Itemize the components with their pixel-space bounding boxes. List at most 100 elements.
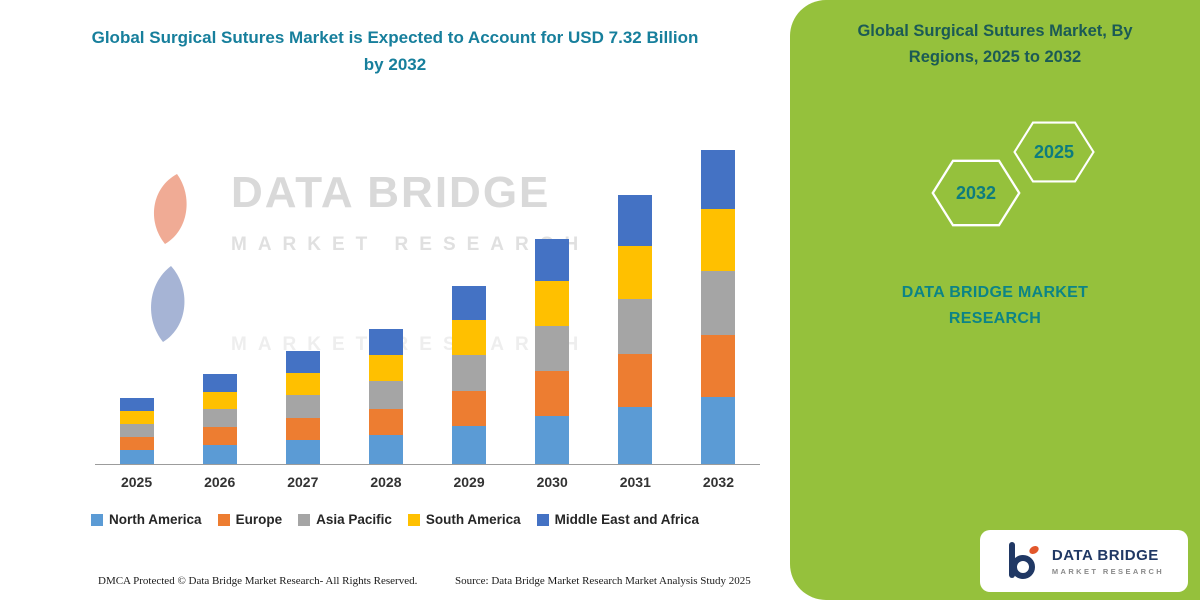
hexagon-2025: 2025 [1012, 120, 1096, 184]
stacked-bar-2032 [701, 150, 736, 464]
bar-segment-asia-pacific [701, 271, 736, 336]
legend-label: Middle East and Africa [554, 512, 699, 527]
bar-column-2026 [178, 135, 261, 464]
bar-segment-north-america [618, 406, 653, 464]
stacked-bar-2030 [535, 238, 570, 464]
hexagon-outline-icon [1013, 121, 1095, 183]
logo-card-brand: DATA BRIDGE [1051, 546, 1159, 564]
bar-segment-middle-east-and-africa [618, 194, 653, 246]
right-green-panel: Global Surgical Sutures Market, By Regio… [790, 0, 1200, 600]
bar-segment-south-america [452, 320, 487, 356]
x-axis-label-2029: 2029 [453, 474, 485, 490]
bar-column-2027 [261, 135, 344, 464]
legend-item-north-america: North America [91, 512, 202, 527]
bar-segment-europe [368, 408, 403, 436]
bar-segment-north-america [202, 444, 237, 464]
panel-heading: Global Surgical Sutures Market, By Regio… [857, 22, 1133, 67]
legend-swatch-icon [298, 513, 311, 526]
logo-card-sub: MARKET RESEARCH [1051, 566, 1165, 576]
hexagon-outline-icon [931, 159, 1021, 227]
bar-segment-north-america [535, 416, 570, 464]
hexagon-2032: 2032 [930, 158, 1022, 228]
legend-swatch-icon [536, 513, 549, 526]
bar-segment-south-america [618, 245, 653, 299]
bar-segment-europe [618, 353, 653, 407]
stacked-bar-2028 [368, 329, 403, 464]
bar-column-2032 [677, 135, 760, 464]
legend-label: South America [425, 512, 521, 527]
stacked-bar-2027 [285, 351, 320, 464]
source-footer-text: Source: Data Bridge Market Research Mark… [455, 575, 751, 587]
bar-segment-asia-pacific [285, 395, 320, 418]
bar-segment-south-america [701, 209, 736, 272]
legend-item-middle-east-and-africa: Middle East and Africa [536, 512, 699, 527]
x-axis-label-2030: 2030 [536, 474, 568, 490]
chart-legend: North America Europe Asia Pacific South Ame… [0, 512, 790, 527]
stacked-bar-2025 [119, 398, 154, 464]
legend-item-asia-pacific: Asia Pacific [298, 512, 392, 527]
data-bridge-logo-icon [1008, 542, 1039, 579]
bar-column-2031 [594, 135, 677, 464]
legend-label: Europe [235, 512, 283, 527]
bar-segment-europe [535, 371, 570, 416]
bar-segment-asia-pacific [452, 355, 487, 392]
bar-segment-europe [701, 335, 736, 398]
bar-segment-north-america [452, 426, 487, 464]
bar-segment-middle-east-and-africa [368, 329, 403, 355]
x-axis-label-2028: 2028 [370, 474, 402, 490]
bar-segment-middle-east-and-africa [119, 398, 154, 411]
legend-swatch-icon [217, 513, 230, 526]
bar-segment-south-america [202, 391, 237, 410]
bar-segment-middle-east-and-africa [202, 374, 237, 392]
bar-segment-middle-east-and-africa [535, 238, 570, 281]
bar-chart-plot-area [95, 135, 760, 465]
bar-segment-south-america [119, 410, 154, 424]
legend-label: North America [109, 512, 202, 527]
bar-segment-north-america [701, 397, 736, 464]
bar-segment-europe [452, 391, 487, 427]
chart-title: Global Surgical Sutures Market is Expect… [91, 28, 699, 75]
brand-text-line1: DATA BRIDGE MARKET [901, 284, 1089, 301]
bar-segment-north-america [368, 435, 403, 464]
bar-segment-asia-pacific [535, 325, 570, 372]
legend-item-europe: Europe [217, 512, 283, 527]
logo-card-text: DATA BRIDGE MARKET RESEARCH [1052, 547, 1164, 576]
bar-segment-south-america [285, 372, 320, 396]
x-axis-label-2026: 2026 [204, 474, 236, 490]
bar-segment-north-america [285, 440, 320, 464]
bar-column-2029 [428, 135, 511, 464]
bar-segment-asia-pacific [618, 298, 653, 354]
bar-column-2030 [511, 135, 594, 464]
x-axis-label-2031: 2031 [619, 474, 651, 490]
brand-text-line2: RESEARCH [948, 309, 1042, 327]
hexagon-2025-label: 2025 [1033, 141, 1075, 162]
bar-segment-south-america [368, 354, 403, 382]
bar-segment-europe [202, 427, 237, 445]
bar-segment-middle-east-and-africa [285, 351, 320, 373]
bar-segment-asia-pacific [202, 409, 237, 428]
bar-column-2025 [95, 135, 178, 464]
bar-segment-north-america [119, 449, 154, 464]
bar-column-2028 [344, 135, 427, 464]
bar-segment-europe [119, 437, 154, 450]
bar-segment-europe [285, 417, 320, 440]
x-axis-label-2027: 2027 [287, 474, 319, 490]
bar-segment-south-america [535, 280, 570, 326]
hexagon-2032-label: 2032 [955, 182, 997, 203]
legend-swatch-icon [91, 513, 104, 526]
stacked-bar-2026 [202, 374, 237, 464]
dmca-footer-text: DMCA Protected © Data Bridge Market Rese… [98, 575, 418, 587]
legend-label: Asia Pacific [316, 512, 392, 527]
stacked-bar-2029 [452, 286, 487, 464]
bar-segment-asia-pacific [119, 423, 154, 438]
x-axis-label-2032: 2032 [702, 474, 735, 490]
x-axis-labels: 2025 2026 2027 2028 2029 2030 2031 2032 [95, 474, 760, 490]
stacked-bar-2031 [618, 194, 653, 464]
bar-segment-middle-east-and-africa [452, 286, 487, 321]
bar-segment-asia-pacific [368, 381, 403, 409]
logo-card: DATA BRIDGE MARKET RESEARCH [980, 530, 1188, 592]
brand-text: DATA BRIDGE MARKET RESEARCH [790, 280, 1200, 331]
x-axis-label-2025: 2025 [120, 474, 153, 490]
legend-item-south-america: South America [407, 512, 521, 527]
